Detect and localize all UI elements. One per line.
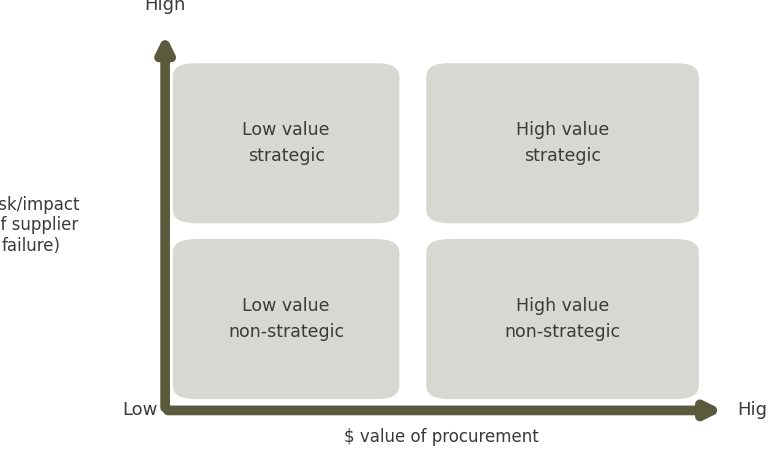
Text: High: High [737, 401, 768, 419]
Text: High: High [144, 0, 186, 14]
Text: Low value
strategic: Low value strategic [243, 121, 329, 166]
Text: Risk/impact
(of supplier
failure): Risk/impact (of supplier failure) [0, 196, 79, 255]
Text: High value
non-strategic: High value non-strategic [505, 297, 621, 341]
FancyBboxPatch shape [173, 239, 399, 399]
Text: $ value of procurement: $ value of procurement [344, 428, 539, 446]
Text: High value
strategic: High value strategic [516, 121, 609, 166]
FancyBboxPatch shape [426, 239, 699, 399]
Text: Low value
non-strategic: Low value non-strategic [228, 297, 344, 341]
Text: Low: Low [122, 401, 157, 419]
FancyBboxPatch shape [426, 63, 699, 223]
FancyBboxPatch shape [173, 63, 399, 223]
